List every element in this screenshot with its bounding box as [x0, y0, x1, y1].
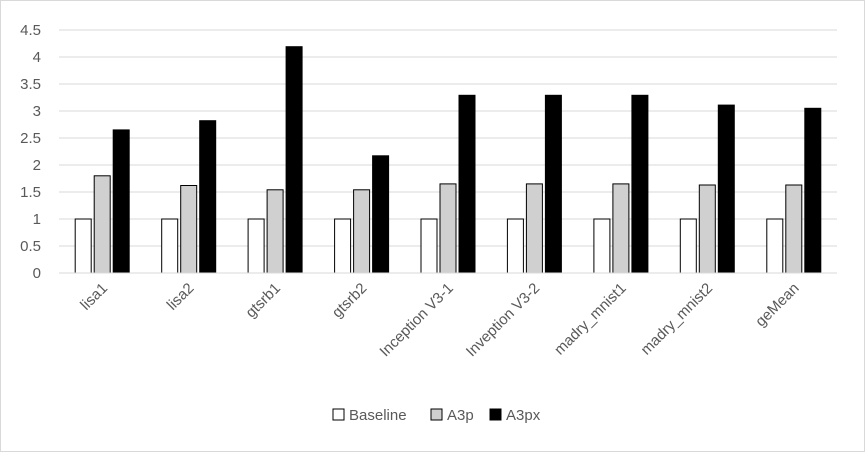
- bar-baseline: [420, 218, 438, 274]
- bars: [74, 46, 822, 274]
- bar-a3px: [717, 104, 735, 274]
- bar-a3p: [353, 189, 371, 274]
- y-tick-label: 1: [33, 211, 41, 228]
- bar-a3px: [372, 155, 390, 274]
- y-tick-label: 3.5: [20, 76, 41, 93]
- x-tick-label: geMean: [752, 280, 802, 330]
- x-tick-label: gtsrb2: [329, 280, 371, 322]
- x-tick-label: lisa2: [164, 280, 198, 314]
- legend-label-a3p: A3p: [447, 407, 474, 424]
- x-tick-label: Inveption V3-2: [463, 280, 543, 360]
- bar-a3p: [439, 183, 457, 274]
- legend-swatch-baseline: [332, 408, 345, 421]
- y-tick-label: 3: [33, 103, 41, 120]
- bar-baseline: [679, 218, 697, 274]
- bar-baseline: [506, 218, 524, 274]
- bar-a3px: [631, 94, 649, 274]
- bar-a3p: [180, 185, 198, 274]
- x-tick-label: lisa1: [77, 280, 111, 314]
- bar-a3px: [544, 94, 562, 274]
- y-axis-tick-labels: 0 0.5 1 1.5 2 2.5 3 3.5 4 4.5: [20, 22, 41, 282]
- bar-a3px: [285, 46, 303, 274]
- bar-a3p: [525, 183, 543, 274]
- y-tick-label: 4.5: [20, 22, 41, 39]
- bar-baseline: [593, 218, 611, 274]
- x-axis-tick-labels: lisa1 lisa2 gtsrb1 gtsrb2 Inception V3-1 Inve…: [77, 280, 802, 360]
- bar-a3px: [112, 129, 130, 274]
- y-tick-label: 0.5: [20, 238, 41, 255]
- bar-a3p: [612, 183, 630, 274]
- bar-baseline: [334, 218, 352, 274]
- legend-swatch-a3px: [489, 408, 502, 421]
- x-tick-label: madry_mnist1: [551, 280, 630, 359]
- bar-baseline: [74, 218, 92, 274]
- y-tick-label: 2.5: [20, 130, 41, 147]
- legend: Baseline A3p A3px: [332, 407, 541, 424]
- bar-a3px: [804, 107, 822, 274]
- x-tick-label: gtsrb1: [242, 280, 284, 322]
- y-tick-label: 4: [33, 49, 41, 66]
- bar-a3p: [698, 184, 716, 274]
- bar-a3p: [785, 184, 803, 274]
- legend-swatch-a3p: [430, 408, 443, 421]
- x-tick-label: madry_mnist2: [638, 280, 717, 359]
- bar-a3p: [266, 189, 284, 274]
- bar-baseline: [161, 218, 179, 274]
- y-tick-label: 2: [33, 157, 41, 174]
- bar-baseline: [766, 218, 784, 274]
- y-tick-label: 1.5: [20, 184, 41, 201]
- x-tick-label: Inception V3-1: [376, 280, 456, 360]
- legend-label-baseline: Baseline: [349, 407, 407, 424]
- bar-a3px: [458, 94, 476, 274]
- y-tick-label: 0: [33, 265, 41, 282]
- bar-a3px: [199, 120, 217, 274]
- legend-label-a3px: A3px: [506, 407, 541, 424]
- bar-baseline: [247, 218, 265, 274]
- bar-a3p: [93, 175, 111, 274]
